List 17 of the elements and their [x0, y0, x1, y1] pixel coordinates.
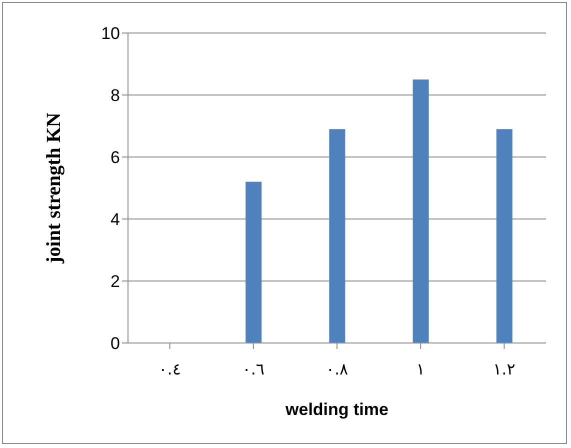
- bar: [329, 129, 346, 343]
- x-tick-label: ١.٢: [493, 359, 516, 378]
- y-tick-label: 6: [110, 148, 120, 168]
- y-tick-label: 8: [110, 86, 120, 106]
- x-axis-title: welding time: [284, 400, 388, 419]
- bar: [412, 80, 429, 343]
- bar: [496, 129, 512, 343]
- y-tick-label: 0: [110, 334, 120, 354]
- x-tick-label: ٠.٤: [158, 359, 181, 378]
- x-tick-label: ٠.٦: [242, 359, 265, 378]
- x-tick-label: ٠.٨: [326, 359, 349, 378]
- y-tick-label: 2: [110, 272, 120, 292]
- bar: [246, 182, 262, 343]
- y-axis-title: joint strength KN: [43, 112, 66, 264]
- x-tick-label: ١: [416, 359, 425, 378]
- y-tick-label: 4: [110, 210, 120, 230]
- y-tick-label: 10: [101, 24, 120, 44]
